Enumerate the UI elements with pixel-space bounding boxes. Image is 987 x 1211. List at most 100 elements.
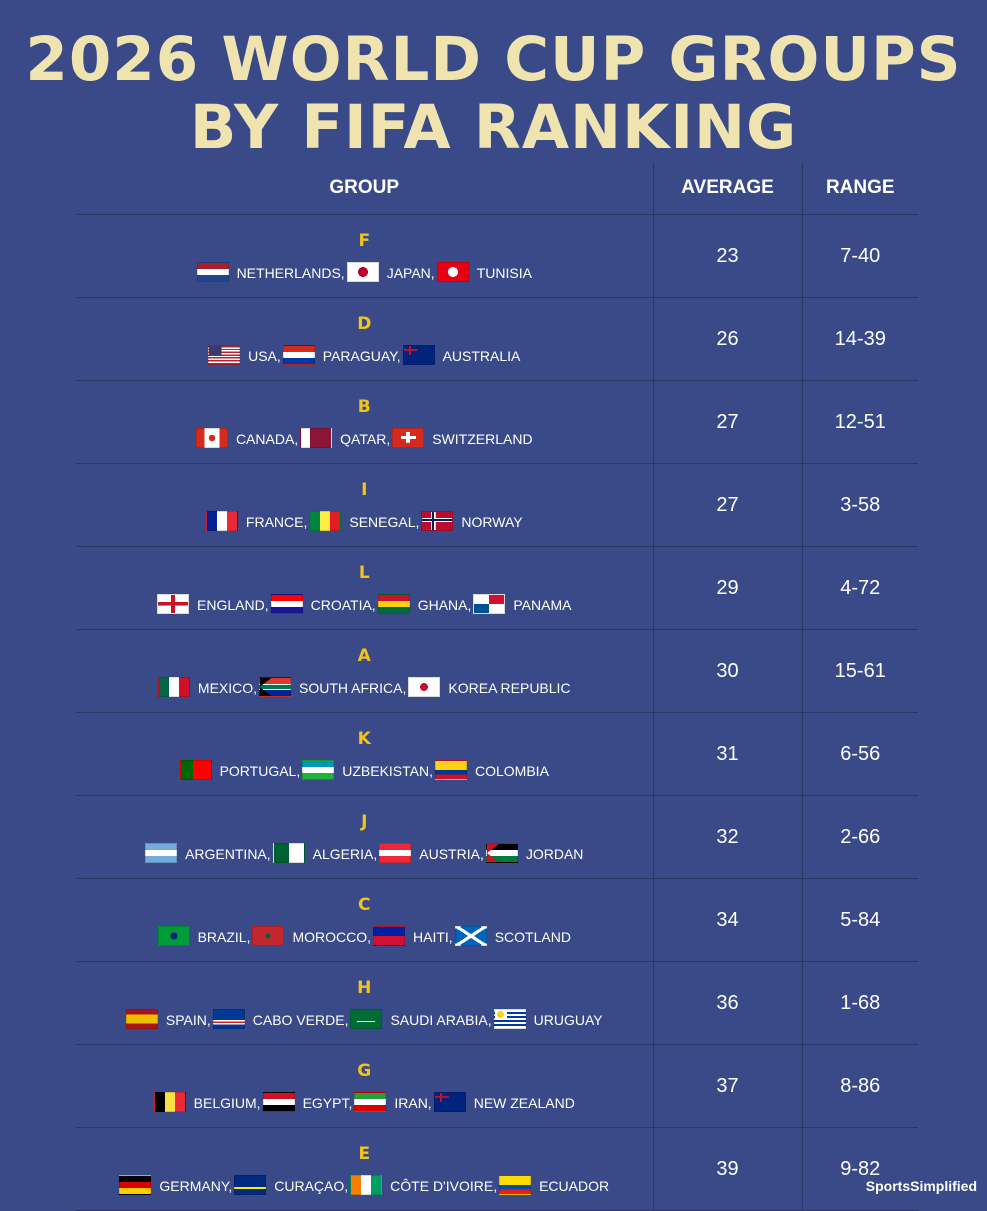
team-name: ALGERIA, <box>312 845 378 862</box>
belgium-flag-icon <box>153 1091 186 1112</box>
ghana-flag-icon <box>377 593 410 614</box>
team-item: COLOMBIA <box>435 759 549 781</box>
column-header-group: GROUP <box>329 177 400 198</box>
team-name: GERMANY, <box>159 1177 233 1194</box>
team-item: SENEGAL, <box>309 510 419 532</box>
team-name: NEW ZEALAND <box>473 1094 575 1111</box>
usa-flag-icon <box>208 344 241 365</box>
team-list: FRANCE, SENEGAL, NORWAY <box>77 510 652 532</box>
group-letter: B <box>357 396 371 417</box>
group-cell: I FRANCE, SENEGAL, NORWAY <box>76 464 653 547</box>
curacao-flag-icon <box>234 1174 267 1195</box>
group-letter: D <box>357 313 372 334</box>
france-flag-icon <box>205 510 238 531</box>
croatia-flag-icon <box>270 593 303 614</box>
team-list: BELGIUM, EGYPT, IRAN, NEW ZEALAND <box>77 1091 652 1113</box>
morocco-flag-icon <box>252 925 285 946</box>
team-name: UZBEKISTAN, <box>342 762 433 779</box>
team-name: CANADA, <box>235 430 299 447</box>
group-cell: L ENGLAND, CROATIA, GHANA, PANAMA <box>76 547 653 630</box>
watermark: SportsSimplified <box>865 1178 977 1194</box>
range-cell: 8-86 <box>801 1044 918 1128</box>
team-item: GHANA, <box>377 593 471 615</box>
group-letter: H <box>357 977 372 998</box>
team-list: PORTUGAL, UZBEKISTAN, COLOMBIA <box>77 759 652 781</box>
tunisia-flag-icon <box>436 261 469 282</box>
team-item: HAITI, <box>373 925 453 947</box>
table-row: K PORTUGAL, UZBEKISTAN, COLOMBIA 31 6-56 <box>76 712 918 796</box>
mexico-flag-icon <box>157 676 190 697</box>
team-item: TUNISIA <box>436 261 532 283</box>
team-item: SCOTLAND <box>454 925 571 947</box>
team-name: NORWAY <box>461 513 523 530</box>
group-cell: C BRAZIL, MOROCCO, HAITI, SCOTLAND <box>76 879 653 962</box>
team-item: KOREA REPUBLIC <box>408 676 571 698</box>
team-name: QATAR, <box>340 430 391 447</box>
range-cell: 5-84 <box>801 878 918 962</box>
average-cell: 30 <box>652 629 802 713</box>
team-list: USA, PARAGUAY, AUSTRALIA <box>77 344 652 366</box>
senegal-flag-icon <box>309 510 342 531</box>
team-item: NEW ZEALAND <box>433 1091 575 1113</box>
team-list: BRAZIL, MOROCCO, HAITI, SCOTLAND <box>77 925 652 947</box>
team-list: GERMANY, CURAÇAO, CÔTE D'IVOIRE, ECUADOR <box>77 1174 652 1196</box>
team-item: USA, <box>208 344 281 366</box>
team-name: SAUDI ARABIA, <box>390 1011 492 1028</box>
team-item: BRAZIL, <box>157 925 250 947</box>
range-cell: 15-61 <box>801 629 918 713</box>
team-name: CROATIA, <box>310 596 376 613</box>
netherlands-flag-icon <box>196 261 229 282</box>
average-cell: 37 <box>652 1044 802 1128</box>
table-row: I FRANCE, SENEGAL, NORWAY 27 3-58 <box>76 463 918 547</box>
colombia-flag-icon <box>435 759 467 780</box>
group-cell: J ARGENTINA, ALGERIA, AUSTRIA, JORDAN <box>76 796 653 879</box>
team-item: AUSTRALIA <box>402 344 520 366</box>
cote-divoire-flag-icon <box>350 1174 383 1195</box>
switzerland-flag-icon <box>392 427 425 448</box>
group-letter: L <box>358 562 370 583</box>
team-item: CURAÇAO, <box>234 1174 348 1196</box>
range-cell: 12-51 <box>801 380 918 464</box>
team-item: CÔTE D'IVOIRE, <box>350 1174 497 1196</box>
group-letter: J <box>361 811 368 832</box>
brazil-flag-icon <box>157 925 190 946</box>
team-name: PARAGUAY, <box>322 347 401 364</box>
team-name: PANAMA <box>513 596 572 613</box>
group-cell: D USA, PARAGUAY, AUSTRALIA <box>76 298 653 381</box>
team-name: SCOTLAND <box>494 928 571 945</box>
average-cell: 39 <box>652 1127 802 1211</box>
canada-flag-icon <box>195 427 228 448</box>
group-letter: C <box>358 894 371 915</box>
australia-flag-icon <box>402 344 435 365</box>
column-header-average: AVERAGE <box>652 162 802 215</box>
average-cell: 31 <box>652 712 802 796</box>
team-item: ECUADOR <box>499 1174 609 1196</box>
group-cell: F NETHERLANDS, JAPAN, TUNISIA <box>76 215 653 298</box>
header-row: GROUP AVERAGE RANGE <box>76 162 918 215</box>
team-name: JAPAN, <box>386 264 435 281</box>
team-item: MOROCCO, <box>252 925 372 947</box>
group-letter: G <box>357 1060 372 1081</box>
team-item: MEXICO, <box>157 676 257 698</box>
team-list: SPAIN, CABO VERDE, SAUDI ARABIA, URUGUAY <box>77 1008 652 1030</box>
team-item: IRAN, <box>354 1091 432 1113</box>
group-cell: A MEXICO, SOUTH AFRICA, KOREA REPUBLIC <box>76 630 653 713</box>
average-cell: 26 <box>652 297 802 381</box>
title-line-2: BY FIFA RANKING <box>189 92 798 163</box>
table-row: D USA, PARAGUAY, AUSTRALIA 26 14-39 <box>76 297 918 381</box>
team-list: MEXICO, SOUTH AFRICA, KOREA REPUBLIC <box>77 676 652 698</box>
range-cell: 1-68 <box>801 961 918 1045</box>
team-list: ENGLAND, CROATIA, GHANA, PANAMA <box>77 593 652 615</box>
table-row: L ENGLAND, CROATIA, GHANA, PANAMA 29 4-72 <box>76 546 918 630</box>
england-flag-icon <box>157 593 190 614</box>
team-item: BELGIUM, <box>153 1091 261 1113</box>
team-item: SPAIN, <box>125 1008 211 1030</box>
table-row: F NETHERLANDS, JAPAN, TUNISIA 23 7-40 <box>76 214 918 298</box>
argentina-flag-icon <box>145 842 178 863</box>
team-item: JAPAN, <box>346 261 435 283</box>
range-cell: 3-58 <box>801 463 918 547</box>
table-row: E GERMANY, CURAÇAO, CÔTE D'IVOIRE, ECUADOR 39… <box>76 1127 918 1211</box>
group-letter: A <box>357 645 371 666</box>
team-item: QATAR, <box>300 427 391 449</box>
team-name: MOROCCO, <box>292 928 372 945</box>
